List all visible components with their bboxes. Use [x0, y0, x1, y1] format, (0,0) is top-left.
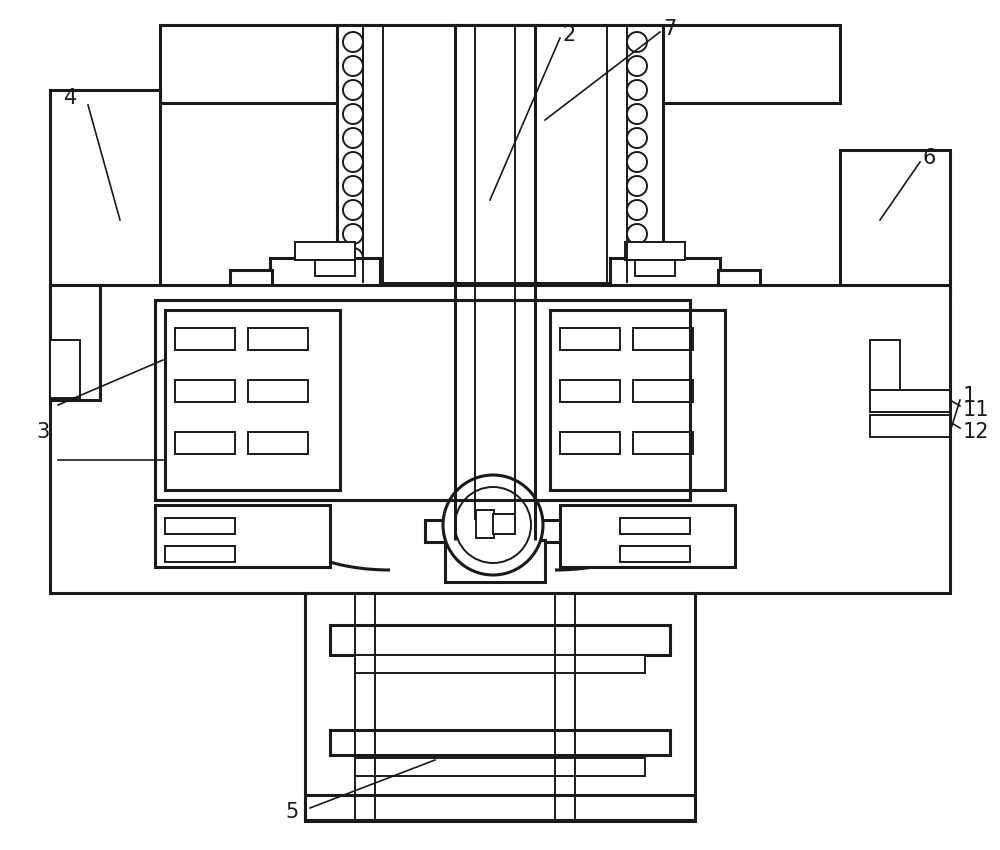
- Bar: [870, 390, 950, 412]
- Bar: [248, 380, 308, 402]
- Bar: [633, 328, 693, 350]
- Circle shape: [627, 224, 647, 244]
- Bar: [718, 270, 760, 314]
- Circle shape: [343, 176, 363, 196]
- Bar: [560, 328, 620, 350]
- Bar: [295, 242, 355, 260]
- Bar: [165, 310, 340, 490]
- Circle shape: [627, 104, 647, 124]
- Bar: [160, 25, 840, 103]
- Bar: [355, 655, 645, 673]
- Circle shape: [443, 475, 543, 575]
- Bar: [425, 520, 565, 542]
- Bar: [550, 310, 725, 490]
- Text: 7: 7: [663, 19, 676, 39]
- Circle shape: [627, 32, 647, 52]
- Bar: [476, 510, 494, 538]
- Bar: [175, 380, 235, 402]
- Circle shape: [627, 56, 647, 76]
- Text: 1: 1: [963, 386, 976, 406]
- Bar: [175, 432, 235, 454]
- Circle shape: [343, 200, 363, 220]
- Bar: [633, 432, 693, 454]
- Text: 6: 6: [923, 148, 936, 168]
- Bar: [625, 242, 685, 260]
- Circle shape: [343, 56, 363, 76]
- Bar: [315, 260, 355, 276]
- Bar: [610, 258, 720, 290]
- Circle shape: [343, 128, 363, 148]
- Circle shape: [343, 32, 363, 52]
- Circle shape: [627, 128, 647, 148]
- Text: 12: 12: [963, 422, 990, 442]
- Bar: [493, 514, 515, 534]
- Bar: [355, 758, 645, 776]
- Bar: [330, 625, 670, 655]
- Bar: [165, 518, 235, 534]
- Circle shape: [627, 152, 647, 172]
- Circle shape: [627, 200, 647, 220]
- Text: 4: 4: [64, 88, 77, 108]
- Bar: [305, 795, 695, 820]
- Bar: [633, 380, 693, 402]
- Bar: [337, 25, 663, 283]
- Bar: [620, 518, 690, 534]
- Bar: [155, 300, 690, 500]
- Bar: [50, 285, 100, 400]
- Bar: [305, 593, 695, 821]
- Bar: [270, 258, 380, 290]
- Bar: [165, 546, 235, 562]
- Circle shape: [343, 152, 363, 172]
- Bar: [560, 380, 620, 402]
- Text: 2: 2: [563, 25, 576, 45]
- Bar: [455, 25, 535, 283]
- Text: 11: 11: [963, 400, 990, 420]
- Bar: [840, 150, 950, 295]
- Text: 3: 3: [36, 422, 49, 442]
- Text: 5: 5: [285, 802, 298, 822]
- Bar: [560, 432, 620, 454]
- Bar: [620, 546, 690, 562]
- Circle shape: [343, 248, 363, 268]
- Bar: [870, 340, 900, 398]
- Bar: [248, 328, 308, 350]
- Bar: [248, 432, 308, 454]
- Bar: [330, 730, 670, 755]
- Bar: [445, 540, 545, 582]
- Bar: [50, 90, 160, 290]
- Bar: [230, 270, 272, 314]
- Bar: [155, 505, 330, 567]
- Bar: [50, 285, 950, 593]
- Circle shape: [343, 224, 363, 244]
- Bar: [50, 340, 80, 398]
- Bar: [870, 415, 950, 437]
- Bar: [175, 328, 235, 350]
- Circle shape: [343, 80, 363, 100]
- Bar: [635, 260, 675, 276]
- Bar: [560, 505, 735, 567]
- Circle shape: [627, 80, 647, 100]
- Circle shape: [627, 176, 647, 196]
- Circle shape: [627, 248, 647, 268]
- Circle shape: [343, 104, 363, 124]
- Circle shape: [455, 487, 531, 563]
